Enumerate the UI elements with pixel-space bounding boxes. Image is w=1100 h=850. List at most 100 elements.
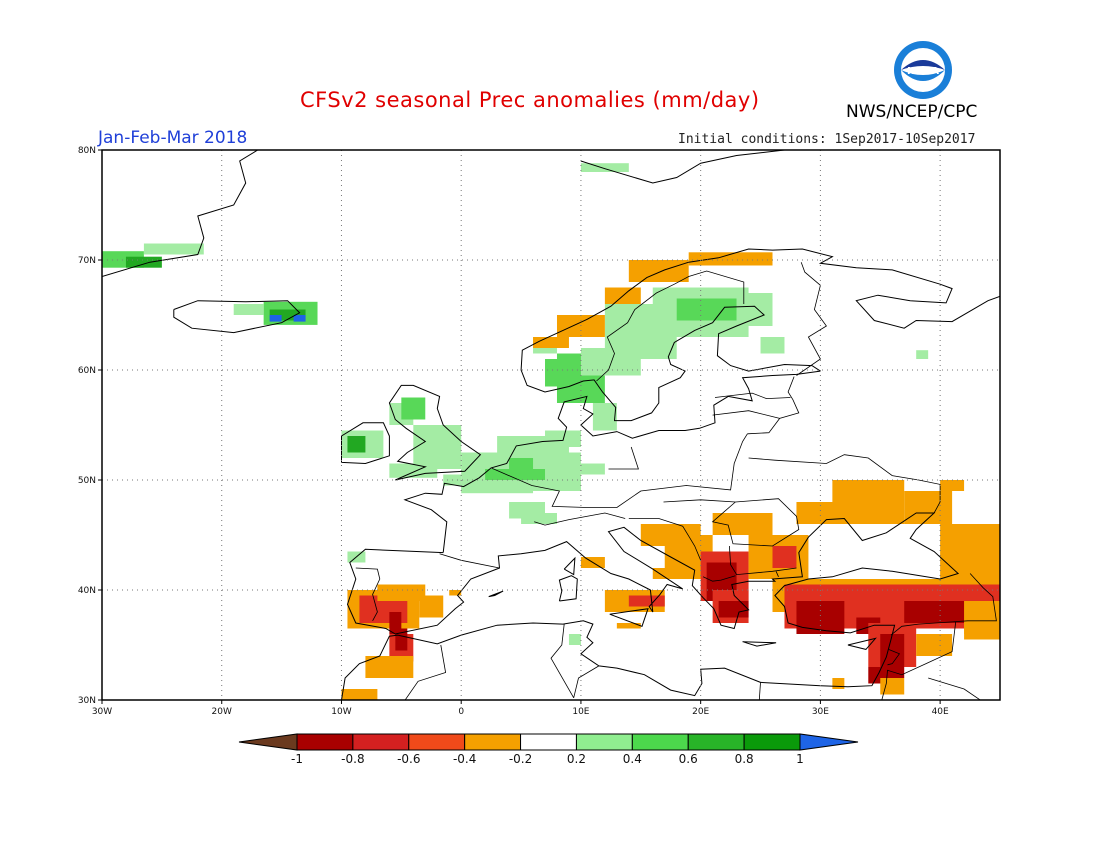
country-border: [596, 270, 745, 382]
lon-tick-label: 30W: [92, 707, 112, 717]
anomaly-cell: [233, 304, 264, 315]
coastline: [580, 150, 785, 184]
anomaly-cell: [916, 634, 953, 656]
colorbar-swatch: [631, 733, 689, 751]
coastline-layer: [102, 150, 1000, 700]
country-border: [573, 665, 600, 698]
anomaly-cell: [964, 623, 1000, 640]
colorbar-swatch: [352, 733, 410, 751]
country-border: [714, 392, 791, 400]
colorbar-label: -1: [291, 752, 303, 766]
lon-tick-label: 40E: [932, 707, 949, 717]
lat-tick-label: 30N: [78, 696, 96, 706]
anomaly-cell: [293, 315, 306, 322]
anomaly-cell: [940, 480, 965, 491]
country-border: [747, 376, 800, 435]
colorbar: -1 -0.8 -0.6 -0.4 -0.2 0.2 0.4 0.6 0.8 1: [238, 733, 859, 766]
country-border: [775, 571, 779, 577]
lon-tick-label: 0: [458, 707, 464, 717]
anomaly-cell: [940, 524, 1000, 557]
map-frame: [101, 149, 1001, 701]
chart-title: CFSv2 seasonal Prec anomalies (mm/day): [300, 88, 760, 112]
colorbar-label: 0.4: [623, 752, 642, 766]
anomaly-cell: [916, 350, 929, 359]
colorbar-swatch: [743, 733, 801, 751]
anomaly-cell: [461, 480, 534, 494]
coastline: [742, 641, 777, 647]
anomaly-cell: [904, 601, 965, 623]
lat-tick-label: 40N: [78, 586, 96, 596]
colorbar-label: -0.4: [453, 752, 476, 766]
anomaly-cell: [640, 524, 701, 546]
country-border: [550, 624, 575, 698]
colorbar-label: -0.2: [509, 752, 532, 766]
lat-tick-label: 80N: [78, 146, 96, 156]
coastline: [520, 248, 1000, 422]
colorbar-label: 0.8: [735, 752, 754, 766]
anomaly-cell: [580, 163, 629, 172]
colorbar-label: 0.2: [567, 752, 586, 766]
anomaly-cell: [449, 590, 462, 596]
country-border: [439, 553, 500, 569]
country-border: [355, 567, 381, 621]
anomaly-cell: [760, 337, 785, 354]
anomaly-cell: [688, 252, 773, 266]
colorbar-label: 0.6: [679, 752, 698, 766]
anomaly-cell: [125, 256, 162, 268]
country-border: [758, 682, 761, 700]
lon-tick-label: 10W: [331, 707, 351, 717]
coastline: [609, 608, 649, 627]
country-border: [748, 454, 941, 514]
anomaly-cell: [389, 612, 402, 634]
anomaly-cell: [796, 601, 845, 634]
country-border: [534, 512, 626, 526]
lon-tick-label: 10E: [572, 707, 589, 717]
initial-conditions-label: Initial conditions: 1Sep2017-10Sep2017: [678, 132, 976, 147]
lat-tick-label: 70N: [78, 256, 96, 266]
lon-tick-label: 30E: [812, 707, 829, 717]
coastline: [558, 575, 578, 602]
country-border: [928, 677, 981, 700]
colorbar-high-arrow: [799, 733, 859, 751]
anomaly-cell: [712, 513, 773, 535]
country-border: [712, 410, 780, 419]
anomaly-cell: [401, 397, 426, 420]
country-border: [608, 446, 639, 470]
colorbar-label: -0.8: [341, 752, 364, 766]
colorbar-swatch: [575, 733, 633, 751]
anomaly-cell: [616, 623, 641, 629]
country-border: [663, 499, 736, 503]
anomaly-cell: [832, 678, 845, 689]
anomaly-cell: [413, 425, 462, 469]
country-border: [711, 498, 800, 547]
country-border: [628, 518, 702, 561]
coastline: [563, 556, 576, 576]
anomaly-cell: [143, 243, 204, 255]
country-border: [404, 644, 447, 700]
anomaly-cell: [736, 293, 773, 326]
anomaly-cell: [377, 584, 426, 601]
coastline: [102, 150, 258, 277]
lat-tick-label: 60N: [78, 366, 96, 376]
noaa-logo-icon: NOAA: [894, 41, 952, 99]
coastline: [388, 384, 482, 481]
coastline: [847, 637, 877, 650]
anomaly-cell: [676, 298, 737, 321]
lon-tick-label: 20E: [692, 707, 709, 717]
anomaly-cell: [796, 502, 845, 524]
country-border: [887, 649, 901, 666]
anomaly-cell: [628, 595, 665, 607]
anomaly-cell: [772, 546, 797, 568]
colorbar-label: 1: [796, 752, 804, 766]
anomaly-cell: [341, 689, 378, 700]
coastline: [488, 590, 504, 598]
colorbar-swatch: [687, 733, 745, 751]
colorbar-swatch: [296, 733, 354, 751]
anomaly-cell: [395, 628, 408, 651]
axis-labels: 30N 40N 50N 60N 70N 80N 30W 20W 10W 0 10E 20E 30E 40E: [78, 146, 949, 717]
country-border: [881, 621, 957, 700]
agency-label: NWS/NCEP/CPC: [846, 102, 978, 122]
anomaly-cell: [628, 260, 689, 282]
coastline: [341, 422, 390, 465]
